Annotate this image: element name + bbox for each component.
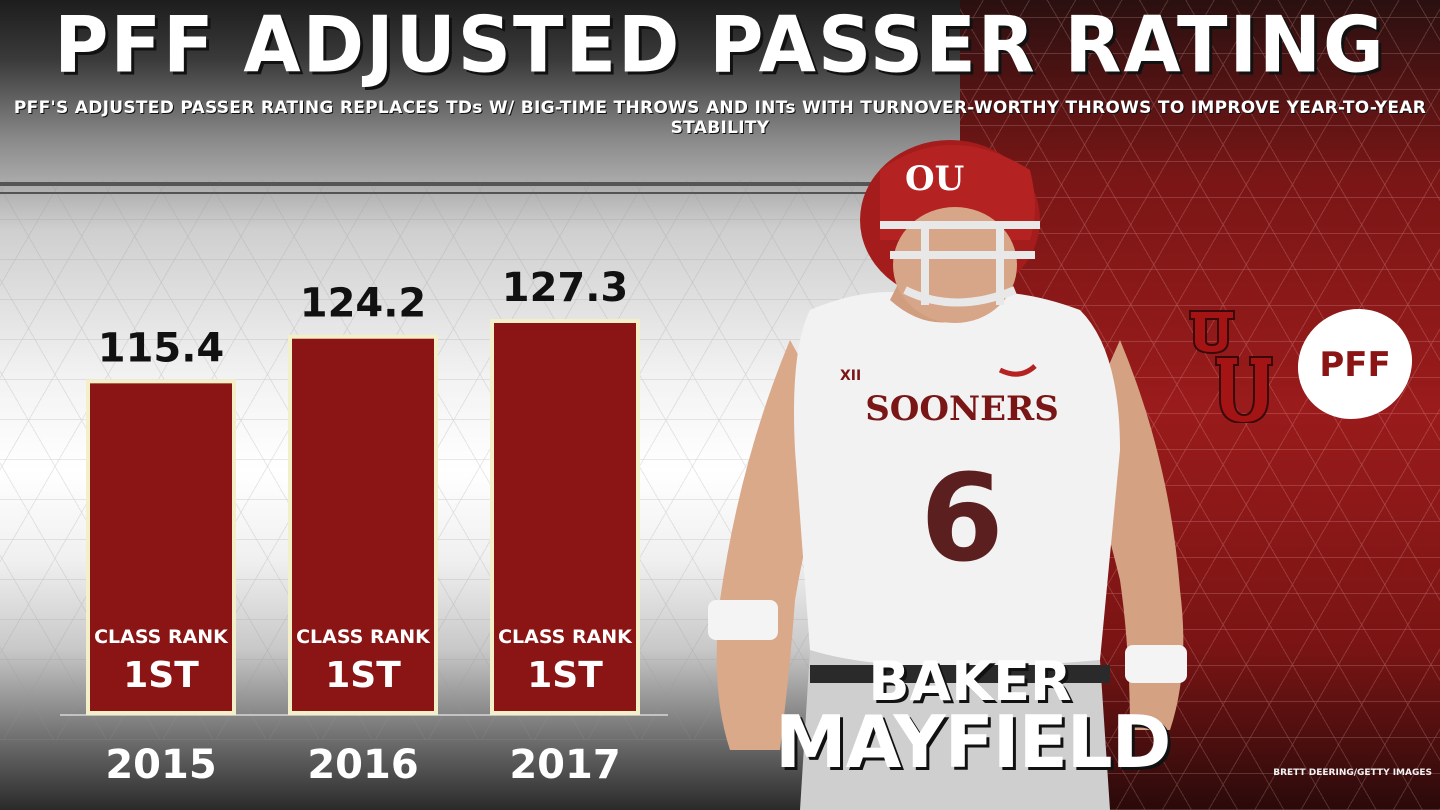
svg-text:OU: OU bbox=[905, 159, 964, 199]
brand-logo-text: PFF bbox=[1319, 345, 1390, 385]
bar-value-label: 127.3 bbox=[502, 265, 629, 311]
team-logo-label: OU bbox=[1180, 305, 1204, 309]
bar-2016 bbox=[288, 334, 438, 715]
page-title: PFF ADJUSTED PASSER RATING bbox=[54, 0, 1386, 91]
class-rank-label: CLASS RANK bbox=[94, 626, 229, 648]
bar-value-label: 124.2 bbox=[300, 281, 427, 327]
jersey-number: 6 bbox=[920, 450, 1004, 589]
divider-stripe bbox=[0, 182, 960, 186]
class-rank-label: CLASS RANK bbox=[296, 626, 431, 648]
x-tick-label: 2017 bbox=[509, 742, 620, 788]
x-tick-label: 2016 bbox=[307, 742, 418, 788]
class-rank-label: CLASS RANK bbox=[498, 626, 633, 648]
bar-2015 bbox=[86, 379, 236, 715]
class-rank-value: 1ST bbox=[123, 655, 199, 696]
class-rank-value: 1ST bbox=[527, 655, 603, 696]
player-last-name: MAYFIELD bbox=[775, 700, 1171, 784]
pff-logo: PFF bbox=[1297, 308, 1413, 420]
divider-stripe bbox=[0, 192, 960, 194]
x-tick-label: 2015 bbox=[105, 742, 216, 788]
bar-chart: 115.4 CLASS RANK 1ST 2015 124.2 CLASS RANK 1ST… bbox=[60, 265, 668, 788]
page-subtitle: PFF'S ADJUSTED PASSER RATING REPLACES TD… bbox=[13, 98, 1427, 138]
conference-mark: XII bbox=[840, 368, 861, 384]
player-figure: OU SOONERS 6 XII bbox=[708, 140, 1187, 810]
photo-credit: BRETT DEERING/GETTY IMAGES bbox=[1273, 768, 1432, 778]
bar-value-label: 115.4 bbox=[98, 325, 225, 371]
bar-2017 bbox=[490, 319, 640, 715]
jersey-text: SOONERS bbox=[865, 389, 1059, 429]
class-rank-value: 1ST bbox=[325, 655, 401, 696]
ou-logo: OU bbox=[1180, 305, 1273, 423]
player-first-name: BAKER bbox=[868, 650, 1072, 713]
